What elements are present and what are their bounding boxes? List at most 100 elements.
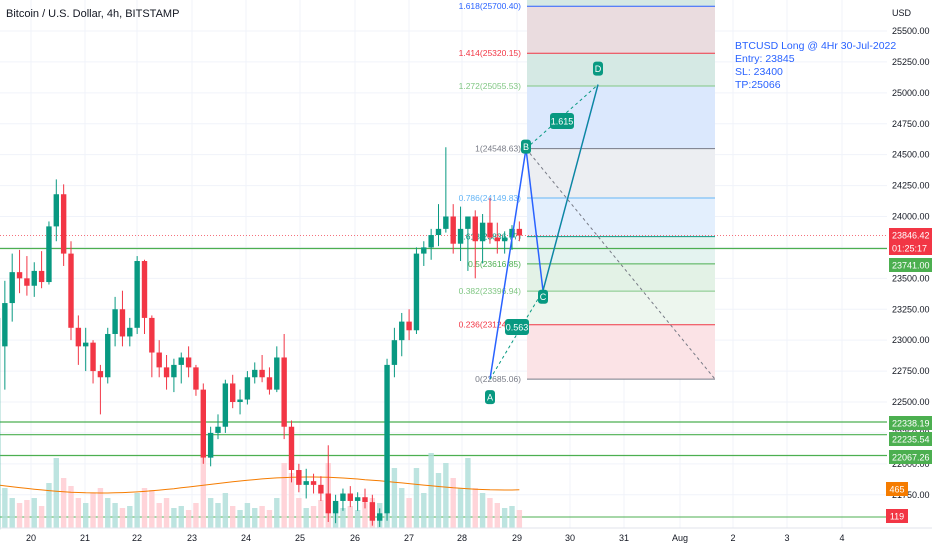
candle-body (362, 497, 368, 503)
time-axis-tick-label: 21 (80, 533, 90, 543)
candle-body (274, 357, 280, 390)
indicator-label-text: 119 (890, 512, 904, 522)
volume-bar (413, 468, 420, 528)
candle-body (119, 309, 126, 337)
candle-body (244, 377, 251, 400)
price-axis-currency: USD (892, 8, 912, 18)
candle-body (46, 226, 52, 283)
pattern-ratio-label: 0.563 (506, 323, 529, 333)
chart-title: Bitcoin / U.S. Dollar, 4h, BITSTAMP (6, 8, 180, 20)
candle-body (340, 493, 346, 501)
fib-zone (527, 53, 715, 86)
pattern-point-badge (521, 139, 531, 154)
time-axis-tick-label: 27 (404, 533, 414, 543)
candle-body (450, 216, 456, 244)
candle-body (252, 369, 258, 378)
price-label-badge (889, 258, 932, 272)
volume-bar (347, 506, 353, 528)
volume-bar (16, 503, 23, 528)
time-axis-tick-label: 2 (730, 533, 735, 543)
fib-zone (527, 6, 715, 54)
fib-level-label: 0.382(23396.94) (459, 286, 522, 296)
volume-bar (244, 503, 251, 528)
volume-bar (149, 490, 155, 528)
candle-body (83, 342, 89, 347)
candle-body (413, 253, 420, 331)
candle-body (494, 237, 500, 242)
candle-body (479, 222, 486, 242)
candle-body (60, 194, 67, 254)
fib-zone (527, 148, 715, 198)
candle-body (354, 497, 361, 501)
volume-bar (354, 510, 361, 528)
volume-bar (494, 503, 500, 528)
candle-body (443, 216, 449, 229)
candle-body (171, 364, 177, 378)
volume-bar (83, 503, 89, 528)
pattern-point-label: C (540, 292, 547, 302)
time-axis: 20 21 22 23 24 25 26 27 28 29 30 31 Aug 2 3 4 (0, 527, 932, 543)
candle-body (230, 383, 236, 402)
candle-body (97, 371, 104, 378)
price-axis-tick-label: 23500.00 (892, 273, 930, 283)
volume-bar (163, 498, 170, 528)
candle-body (215, 426, 221, 433)
volume-bar (281, 463, 287, 528)
trade-note: BTCUSD Long @ 4Hr 30-Jul-2022 Entry: 238… (735, 40, 896, 92)
volume-bar (310, 506, 317, 528)
fib-zone (527, 236, 715, 264)
price-label-text: 22067.26 (892, 453, 930, 463)
volume-bar (178, 506, 184, 528)
candle-body (237, 399, 243, 402)
fib-level-label: 0.5(23616.85) (468, 259, 521, 269)
volume-bar (428, 453, 434, 528)
price-axis-tick-label: 25000.00 (892, 88, 930, 98)
support-levels (0, 247, 887, 518)
fib-zone (527, 324, 715, 380)
indicator-label-text: 465 (889, 485, 904, 495)
volume-bar (318, 500, 324, 528)
candle-body (75, 327, 82, 347)
price-label-text: 22338.19 (892, 419, 930, 429)
pattern-point-label: A (487, 393, 493, 403)
candle-body (53, 194, 59, 227)
volume-bar (516, 510, 523, 528)
candle-body (105, 333, 111, 378)
volume-bar (391, 468, 398, 528)
pattern-ratio-line (489, 290, 544, 380)
price-axis-tick-label: 23250.00 (892, 304, 930, 314)
fib-zone (527, 263, 715, 292)
volume-bar (443, 463, 449, 528)
candle-body (222, 383, 229, 427)
price-axis-tick-label: 24750.00 (892, 119, 930, 129)
price-label-badge (889, 241, 932, 255)
candle-body (9, 272, 15, 304)
candle-body (318, 484, 324, 494)
trade-note-line-1: BTCUSD Long @ 4Hr 30-Jul-2022 (735, 40, 897, 52)
pattern-ratio-label: 1.615 (551, 117, 574, 127)
pattern-ratio-badge (550, 113, 574, 129)
price-axis-tick-label: 22750.00 (892, 366, 930, 376)
projection-line (525, 148, 716, 380)
price-axis-tick-label: 21750.00 (892, 490, 930, 500)
candle-body (435, 228, 442, 236)
candle-body (16, 272, 23, 279)
volume-bar (24, 500, 30, 528)
volume-bar (230, 506, 236, 528)
candle-body (266, 377, 273, 390)
candle-body (288, 426, 295, 471)
volume-bar (156, 503, 162, 528)
indicator-label-badge (886, 509, 908, 523)
pattern-point-label: B (523, 142, 529, 152)
candle-body (68, 253, 74, 328)
price-label-badge (889, 450, 932, 464)
candle-body (38, 270, 45, 283)
volume-bar (501, 508, 508, 528)
volume-bar (487, 498, 493, 528)
price-axis-tick-label: 22500.00 (892, 397, 930, 407)
volume-bar (141, 488, 148, 528)
volume-bar (237, 510, 243, 528)
candle-body (509, 228, 515, 238)
fib-zone (527, 197, 715, 237)
